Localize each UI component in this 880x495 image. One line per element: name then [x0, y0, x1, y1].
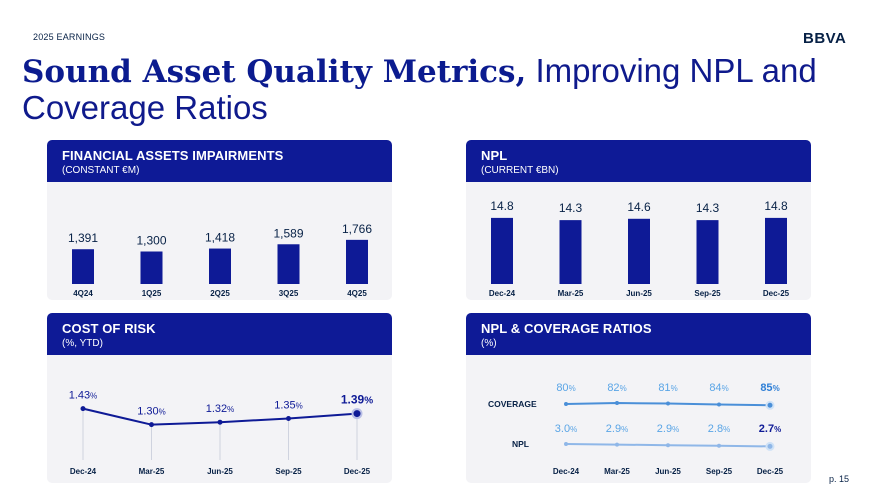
x-tick-Jun-25: Jun-25 — [655, 467, 681, 476]
cor-value-Sep-25: 1.35% — [274, 400, 303, 412]
npl-point-Dec-25 — [765, 441, 775, 451]
panel-npl: NPL (CURRENT €BN) 14.8 Dec-24 14.3 Mar-25 14… — [466, 140, 811, 300]
npl-series-label: NPL — [512, 439, 529, 449]
cor-value-Dec-25: 1.39% — [341, 393, 373, 407]
bar-value-Sep-25: 14.3 — [696, 201, 720, 215]
page-title: Sound Asset Quality Metrics, Improving N… — [22, 53, 842, 125]
bar-2Q25 — [209, 248, 231, 284]
coverage-value-Dec-24: 80% — [556, 382, 575, 394]
npl-value-Dec-25: 2.7% — [759, 423, 781, 435]
cor-value-Dec-24: 1.43% — [69, 390, 98, 402]
bar-value-1Q25: 1,300 — [136, 234, 166, 248]
coverage-value-Dec-25: 85% — [760, 382, 779, 394]
bar-value-4Q25: 1,766 — [342, 222, 372, 236]
cor-value-Jun-25: 1.32% — [206, 403, 235, 415]
cor-point-Sep-25 — [286, 416, 291, 421]
panel-impairments: FINANCIAL ASSETS IMPAIRMENTS (CONSTANT €… — [47, 140, 392, 300]
coverage-point-Dec-24 — [564, 402, 568, 406]
bar-4Q24 — [72, 249, 94, 284]
x-tick-Sep-25: Sep-25 — [706, 467, 733, 476]
x-tick-Sep-25: Sep-25 — [275, 467, 302, 476]
npl-value-Dec-24: 3.0% — [555, 423, 577, 435]
ratios-line-chart: COVERAGE 80% 82% 81% 84% 85% NPL 3.0% 2.9% 2.9% 2.… — [488, 382, 784, 476]
bar-Mar-25 — [559, 220, 582, 284]
x-tick-Dec-24: Dec-24 — [553, 467, 580, 476]
coverage-series-label: COVERAGE — [488, 399, 537, 409]
page-title-bold: Sound Asset Quality Metrics, — [22, 54, 527, 90]
x-tick-4Q25: 4Q25 — [347, 289, 367, 298]
coverage-value-Jun-25: 81% — [658, 382, 677, 394]
panel-impairments-subtitle: (CONSTANT €M) — [62, 165, 140, 176]
x-tick-Dec-25: Dec-25 — [757, 467, 784, 476]
bar-value-Dec-24: 14.8 — [490, 199, 514, 213]
npl-bar-chart: 14.8 Dec-24 14.3 Mar-25 14.6 Jun-25 14.3 Sep-25… — [489, 199, 790, 298]
panel-ratios: NPL & COVERAGE RATIOS (%) COVERAGE 80% 82%… — [466, 313, 811, 483]
panel-cor-title: COST OF RISK — [62, 321, 156, 336]
bar-Dec-24 — [491, 217, 513, 284]
npl-point-Jun-25 — [666, 443, 670, 448]
cost-of-risk-line-chart: 1.43% Dec-24 1.30% Mar-25 1.32% Jun-25 1.35% Se… — [69, 390, 374, 476]
x-tick-2Q25: 2Q25 — [210, 289, 230, 298]
x-tick-Dec-25: Dec-25 — [344, 467, 371, 476]
cor-point-Jun-25 — [217, 419, 223, 425]
npl-point-Sep-25 — [717, 443, 721, 448]
x-tick-Mar-25: Mar-25 — [558, 289, 584, 298]
cor-point-Dec-25 — [351, 408, 363, 420]
bar-4Q25 — [346, 239, 368, 284]
bar-value-Dec-25: 14.8 — [764, 199, 788, 213]
cor-point-Mar-25 — [149, 422, 154, 428]
x-tick-4Q24: 4Q24 — [73, 289, 93, 298]
panel-npl-header: NPL (CURRENT €BN) — [466, 140, 811, 182]
x-tick-1Q25: 1Q25 — [142, 289, 162, 298]
page-title-rest: Improving NPL and Coverage Ratios — [22, 52, 817, 126]
bar-value-3Q25: 1,589 — [273, 226, 303, 240]
x-tick-Dec-25: Dec-25 — [763, 289, 790, 298]
bar-value-Jun-25: 14.6 — [627, 200, 651, 214]
panel-cost-of-risk: COST OF RISK (%, YTD) 1.43% Dec-24 1.30% Ma… — [47, 313, 392, 483]
npl-value-Sep-25: 2.8% — [708, 423, 730, 435]
panel-impairments-header: FINANCIAL ASSETS IMPAIRMENTS (CONSTANT €… — [47, 140, 392, 182]
panel-ratios-subtitle: (%) — [481, 338, 497, 349]
bar-Dec-25 — [765, 217, 787, 284]
panel-cor-header: COST OF RISK (%, YTD) — [47, 313, 392, 355]
cor-point-Dec-24 — [80, 406, 86, 412]
bbva-logo: BBVA — [803, 30, 847, 47]
npl-point-Dec-24 — [564, 442, 568, 446]
bar-Sep-25 — [696, 220, 719, 284]
coverage-point-Jun-25 — [666, 401, 670, 406]
panel-ratios-header: NPL & COVERAGE RATIOS (%) — [466, 313, 811, 355]
page-number: p. 15 — [829, 474, 850, 484]
coverage-point-Sep-25 — [717, 402, 721, 407]
x-tick-Sep-25: Sep-25 — [694, 289, 721, 298]
cor-value-Mar-25: 1.30% — [137, 406, 166, 418]
coverage-point-Mar-25 — [615, 401, 619, 406]
bar-value-2Q25: 1,418 — [205, 231, 235, 245]
npl-value-Jun-25: 2.9% — [657, 423, 679, 435]
panel-cor-subtitle: (%, YTD) — [62, 338, 103, 349]
npl-point-Mar-25 — [615, 442, 619, 447]
x-tick-Jun-25: Jun-25 — [207, 467, 233, 476]
bar-value-Mar-25: 14.3 — [559, 201, 583, 215]
bar-Jun-25 — [628, 218, 650, 284]
bar-value-4Q24: 1,391 — [68, 231, 98, 245]
x-tick-Dec-24: Dec-24 — [70, 467, 97, 476]
x-tick-Mar-25: Mar-25 — [139, 467, 165, 476]
panel-ratios-title: NPL & COVERAGE RATIOS — [481, 321, 652, 336]
x-tick-Dec-24: Dec-24 — [489, 289, 516, 298]
bar-1Q25 — [140, 251, 163, 284]
panel-impairments-title: FINANCIAL ASSETS IMPAIRMENTS — [62, 148, 284, 163]
coverage-value-Sep-25: 84% — [709, 382, 728, 394]
panel-npl-subtitle: (CURRENT €BN) — [481, 165, 559, 176]
x-tick-3Q25: 3Q25 — [279, 289, 299, 298]
eyebrow-label: 2025 EARNINGS — [33, 32, 106, 42]
coverage-value-Mar-25: 82% — [607, 382, 626, 394]
coverage-point-Dec-25 — [765, 400, 775, 410]
npl-value-Mar-25: 2.9% — [606, 423, 628, 435]
x-tick-Jun-25: Jun-25 — [626, 289, 652, 298]
panel-npl-title: NPL — [481, 148, 508, 163]
bar-3Q25 — [277, 244, 300, 284]
x-tick-Mar-25: Mar-25 — [604, 467, 630, 476]
impairments-bar-chart: 1,391 4Q24 1,300 1Q25 1,418 2Q25 1,589 3Q25 1,76… — [68, 222, 372, 298]
